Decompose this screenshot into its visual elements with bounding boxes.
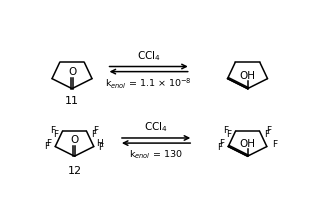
Text: F: F	[264, 130, 269, 139]
Text: F: F	[224, 126, 229, 135]
Text: OH: OH	[240, 71, 256, 81]
Text: F: F	[44, 142, 49, 151]
Text: k$_{enol}$ = 1.1 × 10$^{-8}$: k$_{enol}$ = 1.1 × 10$^{-8}$	[105, 77, 192, 91]
Text: CCl$_4$: CCl$_4$	[144, 120, 168, 134]
Text: F: F	[91, 130, 96, 139]
Text: F: F	[226, 130, 231, 139]
Text: F: F	[93, 126, 99, 135]
Text: F: F	[219, 139, 224, 148]
Text: k$_{enol}$ = 130: k$_{enol}$ = 130	[129, 149, 183, 161]
Text: 11: 11	[65, 96, 79, 106]
Text: F: F	[98, 143, 103, 152]
Text: F: F	[266, 126, 271, 135]
Text: OH: OH	[240, 139, 256, 149]
Text: CCl$_4$: CCl$_4$	[137, 49, 160, 63]
Text: O: O	[70, 135, 78, 145]
Text: 12: 12	[67, 166, 82, 175]
Text: H: H	[96, 139, 103, 148]
Text: O: O	[68, 67, 76, 77]
Text: F: F	[53, 130, 58, 139]
Text: F: F	[272, 140, 278, 149]
Text: F: F	[50, 126, 56, 135]
Text: F: F	[217, 143, 222, 152]
Text: F: F	[46, 139, 51, 148]
